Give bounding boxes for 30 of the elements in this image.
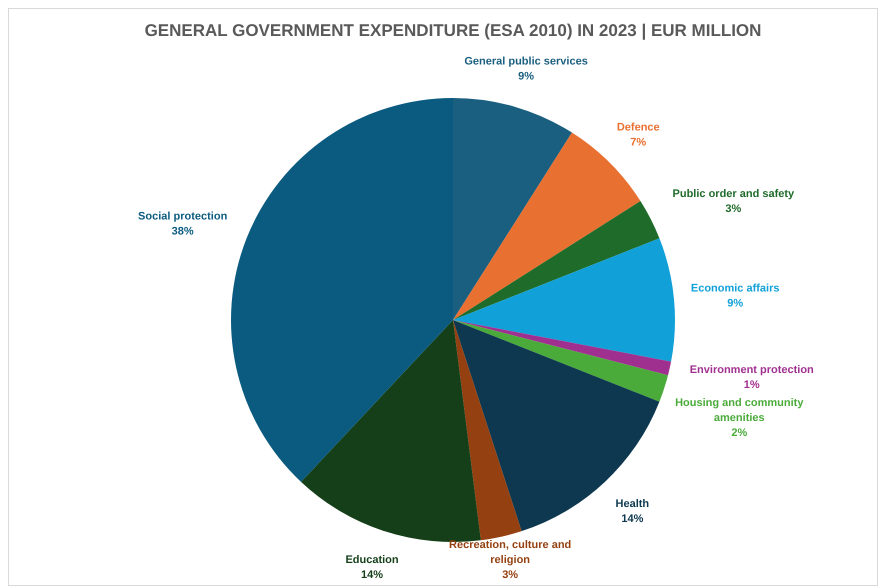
pie-slice xyxy=(453,320,672,376)
pie-slice xyxy=(453,320,660,532)
data-label: 9% xyxy=(727,297,744,310)
slice-label: Education xyxy=(345,554,399,566)
slice-label: Defence xyxy=(616,122,660,134)
pie-slice xyxy=(453,238,675,362)
data-label: 14% xyxy=(361,569,384,581)
slice-label: Economic affairs xyxy=(690,282,780,294)
pie-slice xyxy=(231,98,453,482)
slice-label: Environment protection xyxy=(690,364,814,376)
chart-title: GENERAL GOVERNMENT EXPENDITURE (ESA 2010) IN 2023 | EUR MILLION xyxy=(144,21,762,40)
data-label: 1% xyxy=(744,379,760,392)
data-label: 14% xyxy=(621,512,644,525)
slice-label: Public order and safety xyxy=(672,188,796,200)
slice-label: Housing and community amenities xyxy=(675,397,804,424)
data-label: 7% xyxy=(630,136,646,149)
slice-label: Social protection xyxy=(138,210,228,223)
slice-label: Recreation, culture and religion xyxy=(449,539,572,566)
data-label: 38% xyxy=(172,226,194,238)
data-label: 9% xyxy=(518,70,534,82)
pie-slice xyxy=(453,201,660,320)
slice-label: General public services xyxy=(464,55,588,68)
pie-slice xyxy=(453,320,668,402)
pie-slice xyxy=(453,320,522,540)
data-label: 2% xyxy=(731,427,748,440)
slice-label: Health xyxy=(616,498,650,510)
pie-slice xyxy=(453,98,572,320)
pie-slice xyxy=(301,320,481,542)
data-label: 3% xyxy=(502,569,518,581)
data-label: 3% xyxy=(725,203,742,216)
